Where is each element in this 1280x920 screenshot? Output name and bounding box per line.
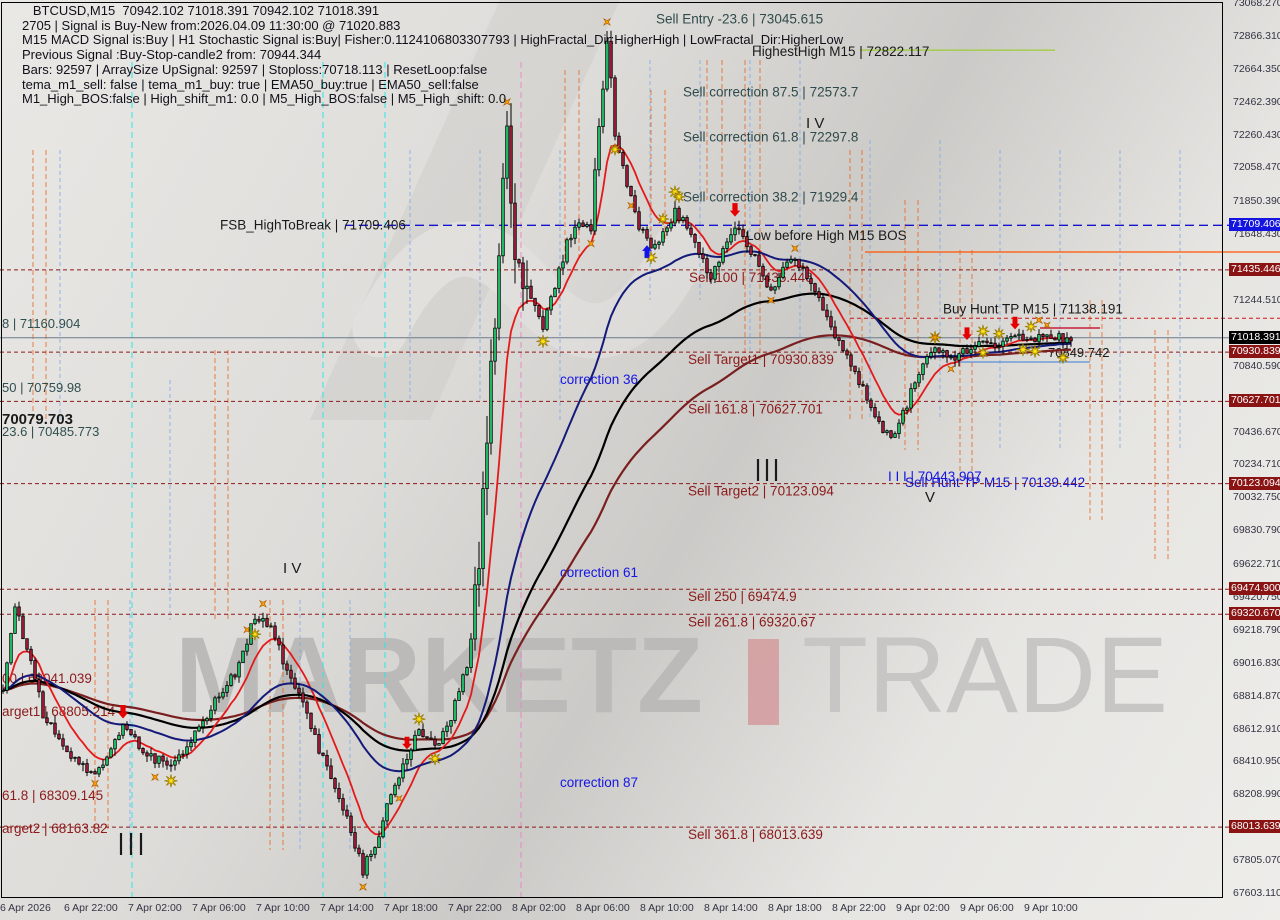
svg-text:Sell 261.8 | 69320.67: Sell 261.8 | 69320.67 [688,614,815,629]
svg-text:Sell 161.8 | 70627.701: Sell 161.8 | 70627.701 [688,401,823,416]
svg-text:I V: I V [283,560,301,577]
svg-text:Sell Target1 | 70930.839: Sell Target1 | 70930.839 [688,352,834,367]
svg-text:23.6 | 70485.773: 23.6 | 70485.773 [2,424,99,439]
svg-text:Sell 361.8 | 68013.639: Sell 361.8 | 68013.639 [688,827,823,842]
svg-text:I I I | 70443.907: I I I | 70443.907 [888,469,982,484]
svg-text:50 | 70759.98: 50 | 70759.98 [2,380,81,395]
svg-text:Sell 250 | 69474.9: Sell 250 | 69474.9 [688,589,797,604]
svg-text:Buy Hunt TP M15 | 71138.191: Buy Hunt TP M15 | 71138.191 [943,301,1123,316]
svg-text:Sell correction 38.2 | 71929.: Sell correction 38.2 | 71929.4 [683,190,859,205]
svg-text:Sell Target2 | 70123.094: Sell Target2 | 70123.094 [688,484,834,499]
svg-text:Sell correction 61.8 | 72297.: Sell correction 61.8 | 72297.8 [683,130,858,145]
svg-text:61.8 | 68309.145: 61.8 | 68309.145 [2,788,103,803]
svg-text:Low before High M15 BOS: Low before High M15 BOS [746,228,907,243]
svg-text:FSB_HighToBreak | 71709.406: FSB_HighToBreak | 71709.406 [220,217,406,232]
svg-text:correction 87: correction 87 [560,775,638,790]
svg-text:arget2 | 68163.82: arget2 | 68163.82 [2,821,108,836]
svg-text:I V: I V [806,115,824,132]
svg-text:8 | 71160.904: 8 | 71160.904 [2,316,80,331]
svg-text:correction 61: correction 61 [560,565,638,580]
svg-text:V: V [925,489,935,506]
svg-text:correction 36: correction 36 [560,372,638,387]
